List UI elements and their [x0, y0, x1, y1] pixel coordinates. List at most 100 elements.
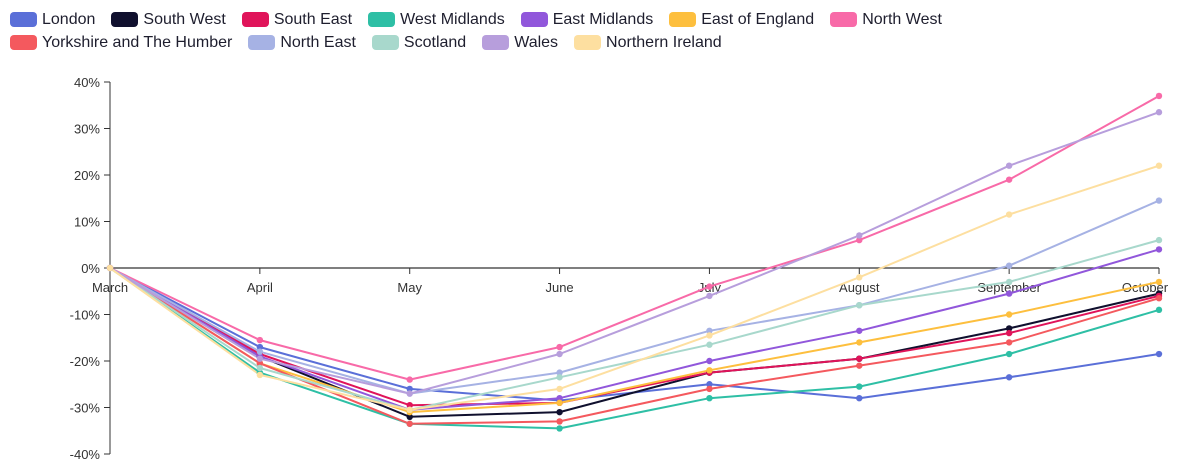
data-point[interactable]	[1005, 162, 1013, 169]
data-point[interactable]	[1005, 262, 1013, 269]
data-point[interactable]	[1155, 162, 1163, 169]
data-point[interactable]	[556, 369, 563, 376]
data-point[interactable]	[556, 374, 563, 381]
data-point[interactable]	[106, 264, 114, 272]
data-point[interactable]	[1005, 374, 1013, 381]
data-point[interactable]	[1155, 246, 1163, 253]
data-point[interactable]	[406, 420, 413, 427]
data-point[interactable]	[1155, 306, 1163, 314]
data-point[interactable]	[406, 413, 413, 420]
data-point[interactable]	[406, 376, 413, 383]
data-point[interactable]	[856, 355, 863, 362]
data-point[interactable]	[556, 399, 563, 407]
series-line	[109, 95, 1160, 381]
data-point[interactable]	[1155, 278, 1163, 286]
data-point[interactable]	[406, 390, 413, 397]
data-point[interactable]	[1155, 92, 1163, 100]
data-point[interactable]	[1005, 311, 1013, 318]
data-point[interactable]	[706, 332, 713, 339]
legend-label: West Midlands	[400, 10, 505, 28]
data-point[interactable]	[856, 395, 863, 402]
data-point[interactable]	[556, 395, 563, 402]
legend-label: Northern Ireland	[606, 33, 722, 51]
data-point[interactable]	[256, 348, 264, 355]
data-point[interactable]	[1005, 176, 1013, 183]
legend-swatch	[10, 35, 37, 50]
legend-item[interactable]: East of England	[669, 11, 814, 29]
y-tick-label: -40%	[70, 447, 101, 462]
data-point[interactable]	[556, 418, 563, 425]
data-point[interactable]	[1155, 295, 1163, 302]
data-point[interactable]	[556, 385, 563, 393]
data-point[interactable]	[706, 385, 713, 393]
x-tick-label: August	[839, 280, 880, 295]
data-point[interactable]	[706, 327, 713, 334]
data-point[interactable]	[1155, 350, 1163, 358]
legend-item[interactable]: Yorkshire and The Humber	[10, 34, 232, 52]
data-point[interactable]	[1005, 290, 1013, 297]
data-point[interactable]	[856, 339, 863, 346]
legend-label: North West	[862, 10, 942, 28]
legend-swatch	[10, 12, 37, 27]
data-point[interactable]	[256, 336, 264, 344]
data-point[interactable]	[1005, 325, 1013, 332]
data-point[interactable]	[706, 357, 713, 365]
data-point[interactable]	[856, 236, 863, 244]
data-point[interactable]	[706, 292, 713, 300]
legend-item[interactable]: East Midlands	[520, 10, 654, 29]
data-point[interactable]	[556, 425, 563, 432]
data-point[interactable]	[1005, 350, 1013, 358]
x-tick-label: June	[545, 280, 573, 295]
data-point[interactable]	[556, 350, 563, 358]
legend-item[interactable]: North East	[248, 34, 356, 52]
data-point[interactable]	[1155, 236, 1163, 244]
data-point[interactable]	[1005, 339, 1013, 346]
legend-swatch	[574, 35, 602, 50]
data-point[interactable]	[856, 302, 863, 309]
legend-label: East of England	[701, 10, 815, 28]
data-point[interactable]	[1155, 109, 1163, 116]
data-point[interactable]	[256, 371, 264, 379]
data-point[interactable]	[706, 341, 713, 348]
data-point[interactable]	[706, 283, 713, 290]
series-line	[109, 199, 1160, 395]
data-point[interactable]	[256, 364, 264, 372]
data-point[interactable]	[1005, 278, 1013, 286]
legend-item[interactable]: Wales	[482, 34, 558, 52]
legend-item[interactable]: Scotland	[371, 34, 466, 52]
data-point[interactable]	[406, 406, 413, 414]
data-point[interactable]	[706, 381, 713, 388]
data-point[interactable]	[1005, 211, 1013, 218]
legend-item[interactable]: Northern Ireland	[574, 34, 722, 52]
data-point[interactable]	[1155, 197, 1163, 204]
data-point[interactable]	[856, 362, 863, 369]
data-point[interactable]	[406, 401, 413, 409]
data-point[interactable]	[706, 395, 713, 402]
data-point[interactable]	[856, 274, 863, 281]
data-point[interactable]	[1005, 329, 1013, 337]
legend-item[interactable]: London	[10, 11, 95, 29]
legend-item[interactable]: South West	[111, 10, 226, 29]
data-point[interactable]	[256, 355, 264, 362]
data-point[interactable]	[856, 383, 863, 390]
legend-label: South East	[273, 10, 353, 28]
legend-item[interactable]: North West	[830, 11, 942, 29]
legend-label: East Midlands	[552, 10, 654, 28]
data-point[interactable]	[256, 360, 264, 367]
data-point[interactable]	[706, 367, 713, 374]
series-points	[106, 92, 1163, 432]
data-point[interactable]	[556, 343, 563, 351]
data-point[interactable]	[406, 385, 413, 393]
legend-label: Yorkshire and The Humber	[42, 33, 233, 51]
legend-swatch	[248, 35, 276, 50]
data-point[interactable]	[856, 232, 863, 239]
data-point[interactable]	[256, 343, 264, 351]
data-point[interactable]	[556, 408, 563, 416]
legend-item[interactable]: South East	[241, 10, 353, 29]
data-point[interactable]	[856, 327, 863, 334]
legend-item[interactable]: West Midlands	[368, 11, 505, 29]
series-line	[109, 267, 1160, 407]
legend-row: Yorkshire and The Humber North East Scotla…	[10, 31, 1190, 54]
legend-label: South West	[143, 10, 226, 28]
legend-label: Wales	[514, 33, 559, 51]
